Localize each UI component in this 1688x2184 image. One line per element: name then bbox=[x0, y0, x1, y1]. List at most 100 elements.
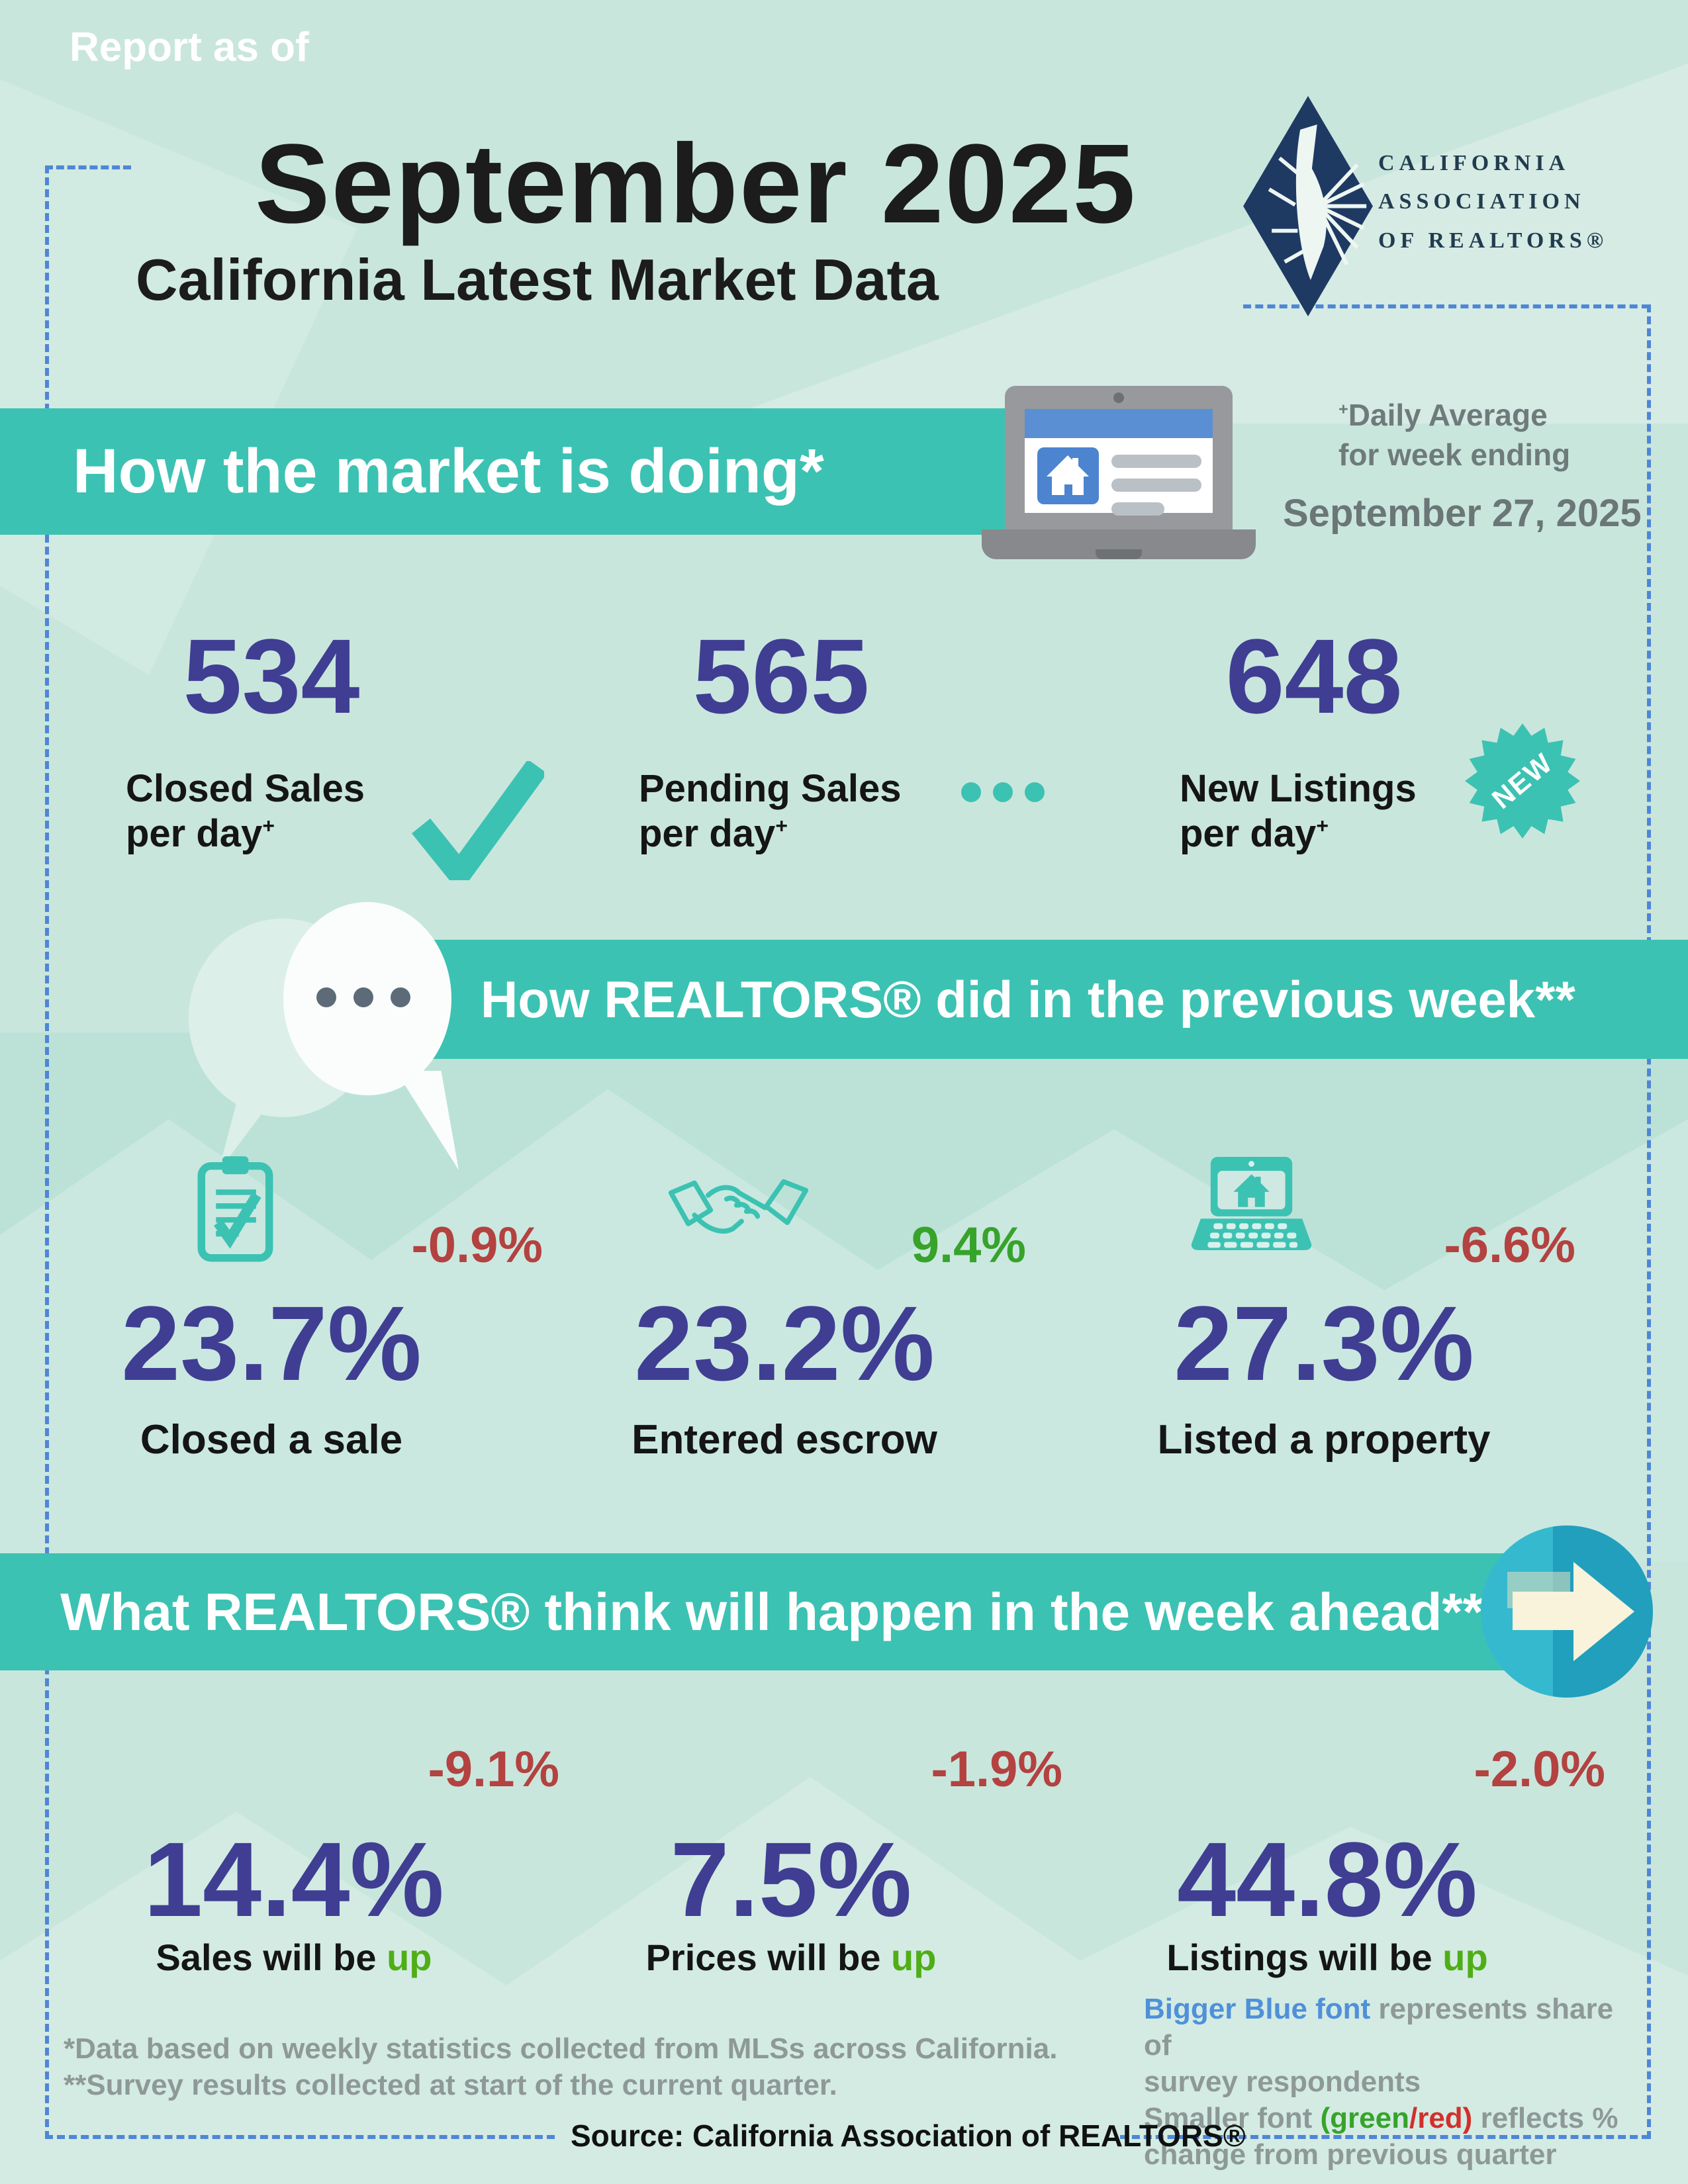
section-outlook-band: What REALTORS® think will happen in the … bbox=[0, 1553, 1543, 1670]
closed-sale-value: 23.7% bbox=[121, 1284, 422, 1402]
section-realtors-title: How REALTORS® did in the previous week** bbox=[481, 970, 1575, 1028]
section-outlook-title: What REALTORS® think will happen in the … bbox=[60, 1582, 1483, 1641]
arrow-head bbox=[1573, 1562, 1634, 1661]
legend-text: reflects % bbox=[1472, 2102, 1618, 2134]
car-logo-wordmark: CALIFORNIA ASSOCIATION OF REALTORS® bbox=[1378, 144, 1608, 260]
legend-line-3: Smaller font (green/red) reflects % bbox=[1144, 2100, 1634, 2136]
house-icon bbox=[1047, 455, 1089, 495]
section-market-title: How the market is doing* bbox=[73, 436, 824, 506]
laptop-screen-line bbox=[1111, 455, 1201, 468]
laptop-base-notch bbox=[1096, 549, 1142, 559]
speech-bubble-front-tail bbox=[396, 1071, 459, 1170]
prices-up-label: Prices will be up bbox=[606, 1936, 976, 1979]
label-text: Sales will be bbox=[156, 1936, 387, 1978]
label-line: per day+ bbox=[126, 811, 365, 856]
new-listings-label: New Listings per day+ bbox=[1180, 766, 1417, 857]
label-line: Closed Sales bbox=[126, 767, 365, 810]
listings-up-label: Listings will be up bbox=[1142, 1936, 1513, 1979]
section-realtors-band: How REALTORS® did in the previous week** bbox=[409, 940, 1688, 1059]
daily-average-note: +Daily Average for week ending bbox=[1338, 396, 1570, 475]
closed-sales-value: 534 bbox=[183, 617, 360, 735]
border-bottom-left bbox=[45, 2135, 555, 2139]
legend-line-4: change from previous quarter bbox=[1144, 2138, 1557, 2171]
new-starburst-badge: NEW bbox=[1465, 723, 1580, 839]
laptop-screen-line bbox=[1111, 502, 1164, 516]
page-subtitle: California Latest Market Data bbox=[136, 247, 939, 312]
legend: Bigger Blue font represents share of sur… bbox=[1144, 1991, 1634, 2173]
car-logo bbox=[1243, 96, 1373, 320]
arrow-shaft bbox=[1513, 1592, 1577, 1630]
week-ending-date: September 27, 2025 bbox=[1283, 492, 1642, 535]
logo-line-2: ASSOCIATION bbox=[1378, 189, 1585, 214]
source-attribution: Source: California Association of REALTO… bbox=[571, 2118, 1246, 2153]
legend-line-1: Bigger Blue font represents share of bbox=[1144, 1991, 1634, 2064]
label-text: per day bbox=[126, 812, 263, 856]
label-up: up bbox=[1442, 1936, 1488, 1978]
report-month-title: September 2025 bbox=[255, 121, 1137, 247]
laptop-screen-bar bbox=[1025, 409, 1213, 438]
note-line-2: for week ending bbox=[1338, 437, 1571, 472]
label-up: up bbox=[890, 1936, 937, 1978]
new-badge-text: NEW bbox=[1485, 747, 1559, 815]
label-line: per day+ bbox=[1180, 811, 1417, 856]
car-diamond-icon bbox=[1243, 96, 1373, 316]
dot bbox=[1025, 782, 1045, 802]
label-text: per day bbox=[1180, 812, 1317, 856]
listed-property-value: 27.3% bbox=[1174, 1284, 1474, 1402]
laptop-house-tile bbox=[1037, 447, 1099, 504]
label-up: up bbox=[387, 1936, 432, 1978]
legend-green-text: (green bbox=[1320, 2102, 1409, 2134]
bubble-dot bbox=[316, 987, 336, 1007]
entered-escrow-value: 23.2% bbox=[634, 1284, 935, 1402]
listed-property-change: -6.6% bbox=[1444, 1217, 1575, 1273]
prices-up-value: 7.5% bbox=[670, 1820, 912, 1938]
dot bbox=[993, 782, 1013, 802]
legend-text: Smaller font bbox=[1144, 2102, 1321, 2134]
label-line: Pending Sales bbox=[639, 767, 902, 810]
label-text: per day bbox=[639, 812, 776, 856]
arrow-circle-icon bbox=[1481, 1525, 1653, 1698]
label-line: New Listings bbox=[1180, 767, 1417, 810]
laptop-illustration-icon bbox=[982, 386, 1256, 559]
checkmark-icon bbox=[411, 759, 547, 893]
logo-line-3: OF REALTORS® bbox=[1378, 228, 1609, 253]
closed-sale-label: Closed a sale bbox=[140, 1417, 403, 1463]
listings-up-change: -2.0% bbox=[1474, 1741, 1605, 1797]
laptop-screen-line bbox=[1111, 478, 1201, 492]
pending-sales-value: 565 bbox=[692, 617, 870, 735]
section-market-band: How the market is doing* bbox=[0, 408, 1061, 535]
listed-property-label: Listed a property bbox=[1157, 1417, 1491, 1463]
border-left bbox=[45, 165, 49, 2139]
sales-up-change: -9.1% bbox=[428, 1741, 559, 1797]
border-bottom-right bbox=[1120, 2135, 1650, 2139]
laptop-house-icon bbox=[1190, 1157, 1313, 1258]
border-top-left-stub bbox=[45, 165, 131, 169]
label-text: Prices will be bbox=[645, 1936, 891, 1978]
plus-sup: + bbox=[775, 814, 788, 839]
closed-sales-label: Closed Sales per day+ bbox=[126, 766, 365, 857]
note-line-1: +Daily Average bbox=[1338, 396, 1570, 435]
border-right bbox=[1647, 304, 1651, 2139]
footnote-line-2: **Survey results collected at start of t… bbox=[64, 2069, 837, 2101]
label-text: Listings will be bbox=[1166, 1936, 1443, 1978]
pending-sales-label: Pending Sales per day+ bbox=[639, 766, 901, 857]
legend-blue-text: Bigger Blue font bbox=[1144, 1993, 1371, 2025]
plus-sup: + bbox=[262, 814, 275, 839]
new-listings-value: 648 bbox=[1225, 617, 1403, 735]
entered-escrow-label: Entered escrow bbox=[632, 1417, 937, 1463]
sales-up-label: Sales will be up bbox=[109, 1936, 479, 1979]
sales-up-value: 14.4% bbox=[144, 1820, 444, 1938]
footnotes: *Data based on weekly statistics collect… bbox=[64, 2030, 1057, 2103]
handshake-icon bbox=[667, 1170, 810, 1254]
legend-line-2: survey respondents bbox=[1144, 2066, 1421, 2098]
dot bbox=[961, 782, 981, 802]
bubble-dot bbox=[353, 987, 373, 1007]
closed-sale-change: -0.9% bbox=[411, 1217, 543, 1273]
legend-red-text: /red) bbox=[1409, 2102, 1473, 2134]
clipboard-check-icon bbox=[197, 1155, 273, 1265]
entered-escrow-change: 9.4% bbox=[911, 1217, 1026, 1273]
bubble-dot bbox=[391, 987, 410, 1007]
plus-sup: + bbox=[1316, 814, 1329, 839]
note-plus-sup: + bbox=[1338, 400, 1348, 419]
